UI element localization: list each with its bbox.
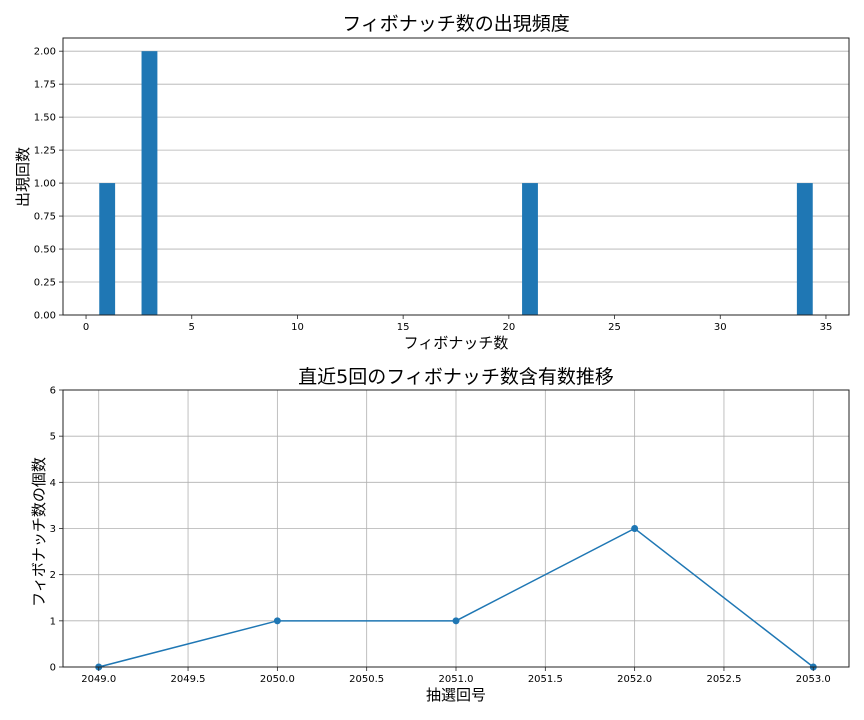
data-point-marker — [273, 617, 281, 625]
x-axis-label: フィボナッチ数 — [404, 334, 509, 352]
x-tick-label: 2050.0 — [260, 674, 295, 685]
bar — [99, 183, 116, 315]
x-tick-label: 2052.0 — [617, 674, 652, 685]
bar — [522, 183, 538, 315]
y-axis-label: フィボナッチ数の個数 — [30, 457, 48, 607]
data-point-marker — [452, 617, 460, 625]
bar — [141, 51, 158, 315]
chart-title: 直近5回のフィボナッチ数含有数推移 — [298, 366, 614, 388]
x-axis-ticks: 0 5 10 15 20 25 30 35 — [83, 315, 832, 333]
y-tick-label: 1 — [50, 616, 56, 627]
plot-frame — [62, 37, 850, 316]
x-tick-label: 25 — [608, 322, 621, 333]
bars — [99, 51, 813, 315]
x-tick-label: 2052.5 — [706, 674, 741, 685]
x-tick-label: 20 — [502, 322, 515, 333]
y-axis-ticks: 0.00 0.25 0.50 0.75 1.00 1.25 1.50 1.75 2.00 — [34, 47, 63, 322]
y-tick-label: 6 — [50, 386, 56, 397]
y-tick-label: 0.00 — [34, 311, 56, 322]
y-tick-label: 0.25 — [34, 278, 56, 289]
x-tick-label: 2053.0 — [796, 674, 831, 685]
bar — [796, 183, 813, 315]
x-tick-label: 2051.0 — [439, 674, 474, 685]
x-tick-label: 35 — [820, 322, 833, 333]
x-tick-label: 15 — [397, 322, 410, 333]
y-tick-label: 5 — [50, 432, 56, 443]
data-point-marker — [631, 525, 639, 532]
y-tick-label: 4 — [50, 478, 56, 489]
chart-title: フィボナッチ数の出現頻度 — [342, 13, 570, 35]
x-tick-label: 2049.0 — [81, 674, 116, 685]
line-chart-recent-trend: 直近5回のフィボナッチ数含有数推移 2049.0 2049.5 2050.0 2050… — [30, 366, 850, 704]
x-tick-label: 2049.5 — [171, 674, 206, 685]
x-tick-label: 0 — [83, 322, 89, 333]
y-tick-label: 1.00 — [34, 179, 56, 190]
y-tick-label: 1.50 — [34, 113, 56, 124]
data-line — [95, 525, 817, 671]
y-tick-label: 2.00 — [34, 47, 56, 58]
grid-lines — [63, 389, 849, 668]
x-axis-ticks: 2049.0 2049.5 2050.0 2050.5 2051.0 2051.5 2052… — [81, 667, 831, 685]
x-tick-label: 10 — [291, 322, 304, 333]
y-tick-label: 0.75 — [34, 212, 56, 223]
x-tick-label: 5 — [189, 322, 195, 333]
x-tick-label: 30 — [714, 322, 727, 333]
y-axis-label: 出現回数 — [14, 147, 32, 207]
x-tick-label: 2051.5 — [528, 674, 563, 685]
bar-chart-fibonacci-frequency: フィボナッチ数の出現頻度 0 5 10 15 20 25 30 35 0.00 0.25 0.50… — [14, 13, 850, 352]
x-axis-label: 抽選回号 — [426, 686, 486, 704]
y-tick-label: 0.50 — [34, 245, 56, 256]
y-axis-ticks: 0 1 2 3 4 5 6 — [50, 386, 63, 674]
grid-lines — [63, 50, 849, 316]
y-tick-label: 1.25 — [34, 146, 56, 157]
y-tick-label: 3 — [50, 524, 56, 535]
y-tick-label: 1.75 — [34, 80, 56, 91]
x-tick-label: 2050.5 — [349, 674, 384, 685]
y-tick-label: 0 — [50, 663, 56, 674]
y-tick-label: 2 — [50, 570, 56, 581]
